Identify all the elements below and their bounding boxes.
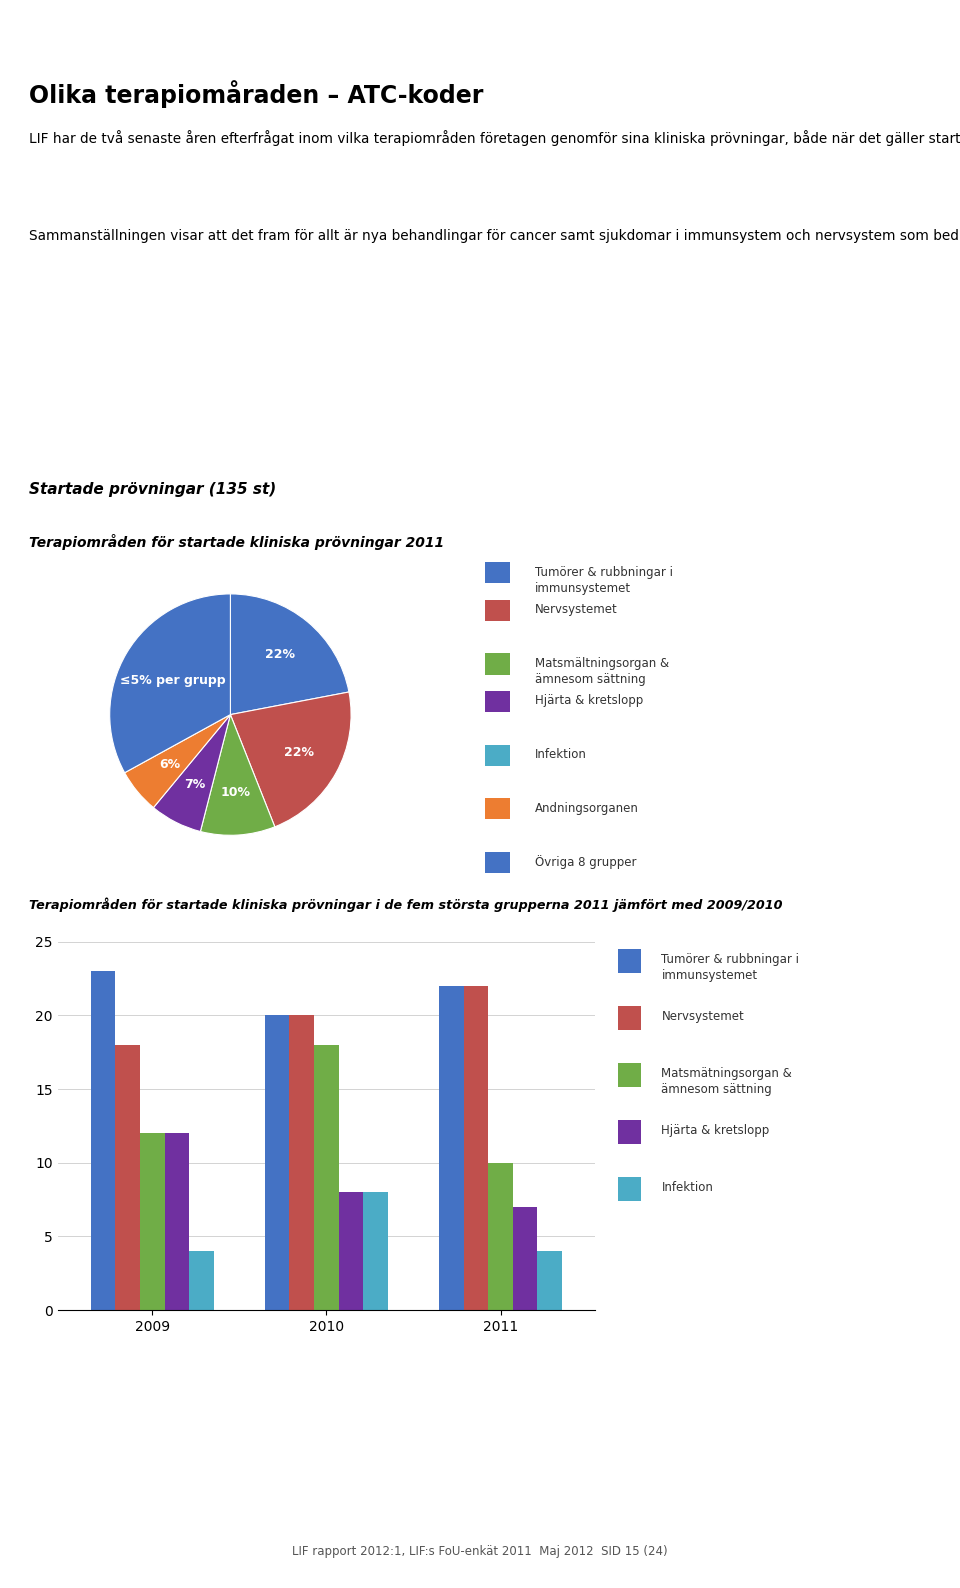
Bar (485, 654, 510, 675)
Text: Matsmätningsorgan &
ämnesom sättning: Matsmätningsorgan & ämnesom sättning (661, 1067, 792, 1096)
Text: Startade prövningar (135 st): Startade prövningar (135 st) (29, 481, 276, 497)
Text: 10%: 10% (221, 786, 251, 799)
Text: 22%: 22% (284, 746, 314, 759)
Bar (164, 1134, 189, 1310)
Wedge shape (125, 715, 230, 808)
Bar (115, 1045, 140, 1310)
Text: Matsmältningsorgan &
ämnesom sättning: Matsmältningsorgan & ämnesom sättning (536, 657, 669, 686)
Bar (618, 1177, 641, 1202)
Bar (618, 1121, 641, 1145)
Bar (618, 1064, 641, 1088)
Bar (485, 853, 510, 873)
Bar (439, 986, 464, 1310)
Bar (513, 1207, 538, 1310)
Text: 7%: 7% (184, 778, 205, 791)
Text: ≤5% per grupp: ≤5% per grupp (120, 675, 226, 688)
Bar (464, 986, 489, 1310)
Text: 22%: 22% (265, 648, 296, 661)
Text: Tumörer & rubbningar i
immunsystemet: Tumörer & rubbningar i immunsystemet (661, 953, 800, 981)
Text: Hjärta & kretslopp: Hjärta & kretslopp (536, 694, 643, 707)
Bar (538, 1251, 562, 1310)
Bar (485, 691, 510, 711)
Bar (140, 1134, 164, 1310)
Wedge shape (109, 594, 230, 773)
Text: Sammanställningen visar att det fram för allt är nya behandlingar för cancer sam: Sammanställningen visar att det fram för… (29, 227, 960, 243)
Wedge shape (154, 715, 230, 832)
Bar (618, 1007, 641, 1031)
Text: Infektion: Infektion (536, 748, 588, 761)
Wedge shape (230, 594, 348, 715)
Bar (485, 745, 510, 765)
Bar (189, 1251, 214, 1310)
Wedge shape (230, 692, 351, 827)
Bar (485, 799, 510, 819)
Bar (485, 562, 510, 583)
Bar (339, 1193, 363, 1310)
Bar (618, 950, 641, 973)
Text: Tumörer & rubbningar i
immunsystemet: Tumörer & rubbningar i immunsystemet (536, 565, 673, 594)
Bar (485, 600, 510, 621)
Text: Terapiområden för startade kliniska prövningar i de fem största grupperna 2011 j: Terapiområden för startade kliniska pröv… (29, 897, 782, 913)
Bar (91, 972, 115, 1310)
Text: Olika terapiomåraden – ATC-koder: Olika terapiomåraden – ATC-koder (29, 79, 483, 108)
Text: Infektion: Infektion (661, 1181, 713, 1194)
Text: Övriga 8 grupper: Övriga 8 grupper (536, 856, 636, 869)
Bar (489, 1162, 513, 1310)
Text: Nervsystemet: Nervsystemet (661, 1010, 744, 1023)
Text: Terapiområden för startade kliniska prövningar 2011: Terapiområden för startade kliniska pröv… (29, 534, 444, 549)
Text: LIF rapport 2012:1, LIF:s FoU-enkät 2011  Maj 2012  SID 15 (24): LIF rapport 2012:1, LIF:s FoU-enkät 2011… (292, 1545, 668, 1558)
Text: 6%: 6% (159, 757, 180, 772)
Text: Hjärta & kretslopp: Hjärta & kretslopp (661, 1124, 770, 1137)
Text: Nervsystemet: Nervsystemet (536, 603, 618, 616)
Bar (265, 1015, 290, 1310)
Bar (363, 1193, 388, 1310)
Text: Andningsorganen: Andningsorganen (536, 802, 639, 815)
Wedge shape (201, 715, 275, 835)
Bar (314, 1045, 339, 1310)
Text: LIF har de två senaste åren efterfrågat inom vilka terapiområden företagen genom: LIF har de två senaste åren efterfrågat … (29, 130, 960, 146)
Bar (290, 1015, 314, 1310)
